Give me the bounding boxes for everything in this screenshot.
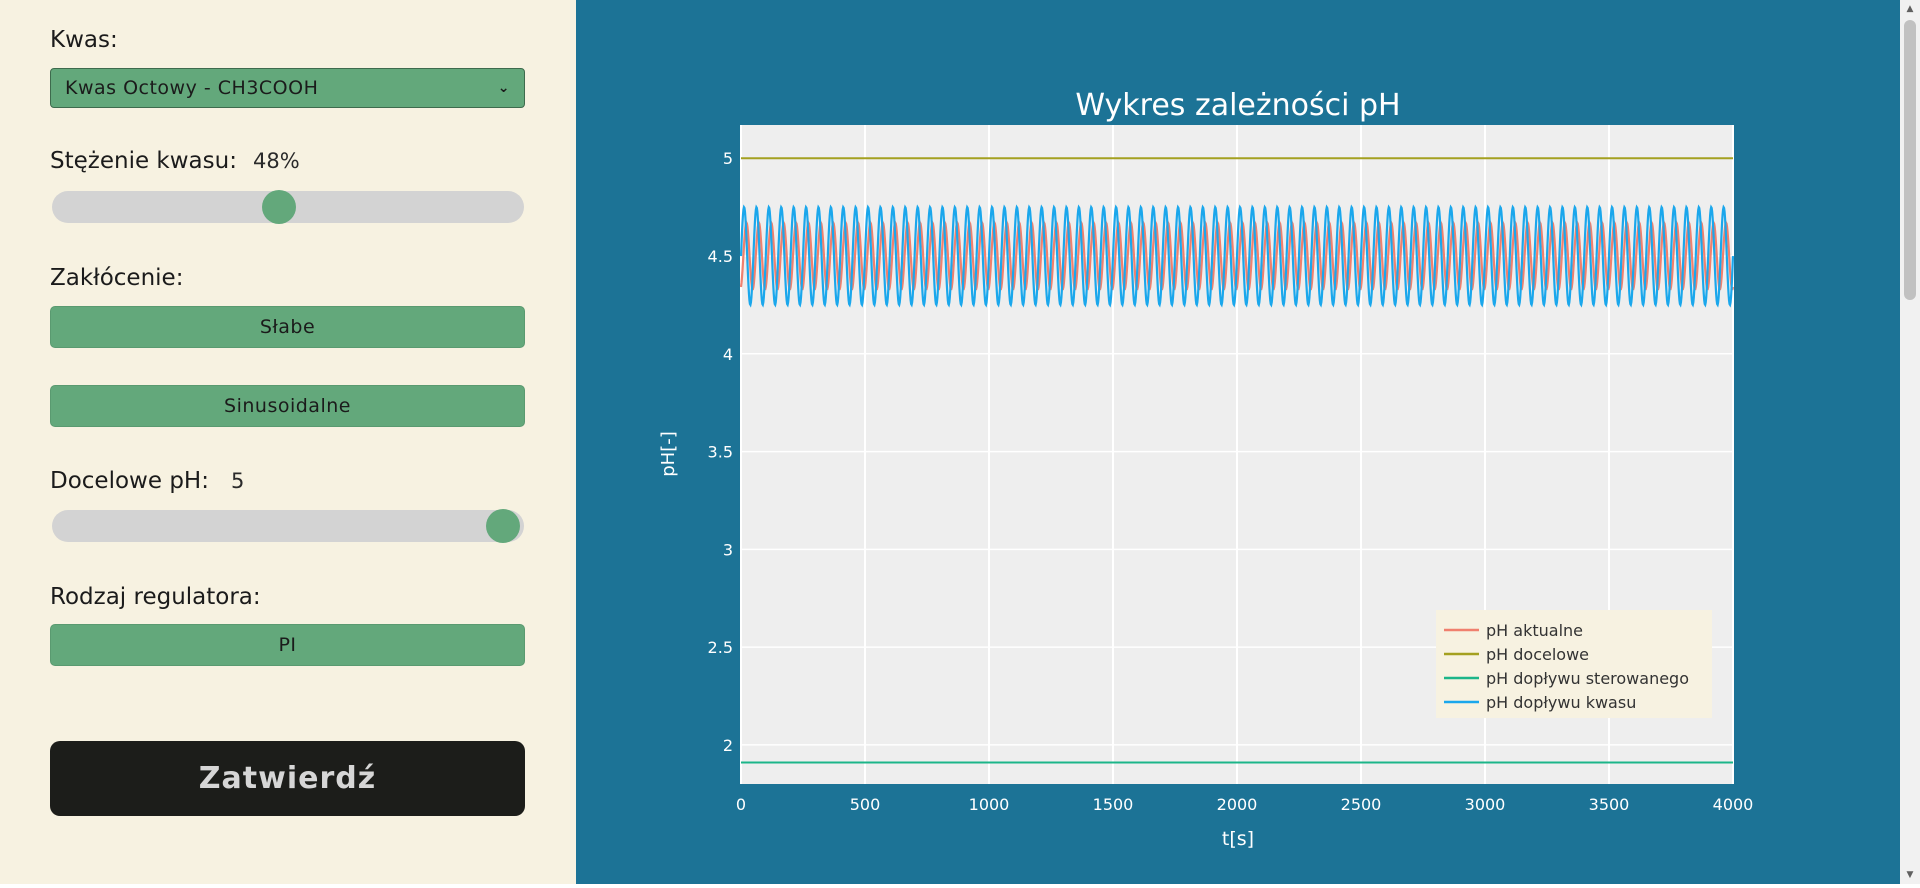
legend-label: pH dopływu sterowanego bbox=[1486, 669, 1689, 688]
scrollbar-thumb[interactable] bbox=[1904, 20, 1916, 300]
ph-chart: Wykres zależności pH 0 500 1000 1500 2000 250… bbox=[658, 88, 1754, 850]
x-tick-label: 1000 bbox=[969, 795, 1010, 814]
legend-label: pH dopływu kwasu bbox=[1486, 693, 1636, 712]
y-tick-label: 4 bbox=[723, 345, 733, 364]
series-lines bbox=[739, 157, 1735, 764]
y-tick-label: 4.5 bbox=[708, 247, 733, 266]
acid-select-value: Kwas Octowy - CH3COOH bbox=[65, 77, 319, 99]
control-panel: Kwas: Kwas Octowy - CH3COOH ⌄ Stężenie k… bbox=[0, 0, 576, 884]
disturbance-label: Zakłócenie: bbox=[50, 265, 184, 291]
legend-label: pH docelowe bbox=[1486, 645, 1589, 664]
concentration-slider-thumb[interactable] bbox=[262, 190, 297, 224]
acid-label: Kwas: bbox=[50, 27, 118, 53]
chevron-down-icon: ⌄ bbox=[497, 80, 510, 96]
concentration-slider[interactable] bbox=[52, 190, 524, 224]
submit-button[interactable]: Zatwierdź bbox=[50, 741, 525, 816]
x-tick-label: 500 bbox=[850, 795, 881, 814]
tick-labels: 0 500 1000 1500 2000 2500 3000 3500 4000 2 2.5 3 3.5… bbox=[708, 149, 1754, 814]
legend-label: pH aktualne bbox=[1486, 621, 1583, 640]
target-ph-slider-thumb[interactable] bbox=[486, 509, 520, 543]
x-tick-label: 3000 bbox=[1465, 795, 1506, 814]
series-line-3 bbox=[739, 204, 1735, 308]
target-ph-slider[interactable] bbox=[52, 509, 524, 543]
x-tick-label: 2500 bbox=[1341, 795, 1382, 814]
x-tick-label: 0 bbox=[736, 795, 746, 814]
x-tick-label: 2000 bbox=[1217, 795, 1258, 814]
y-axis-label: pH[-] bbox=[658, 431, 679, 477]
chart-area: Wykres zależności pH 0 500 1000 1500 2000 250… bbox=[576, 0, 1900, 884]
target-ph-value: 5 bbox=[231, 469, 245, 493]
x-axis-label: t[s] bbox=[1222, 828, 1254, 850]
scroll-up-icon[interactable]: ▲ bbox=[1906, 4, 1914, 14]
x-tick-label: 3500 bbox=[1589, 795, 1630, 814]
scroll-down-icon[interactable]: ▼ bbox=[1906, 870, 1914, 880]
scrollbar[interactable]: ▲ ▼ bbox=[1900, 0, 1920, 884]
y-tick-label: 3 bbox=[723, 540, 733, 559]
acid-select[interactable]: Kwas Octowy - CH3COOH ⌄ bbox=[50, 68, 525, 108]
regulator-label: Rodzaj regulatora: bbox=[50, 584, 261, 610]
concentration-label: Stężenie kwasu: bbox=[50, 148, 237, 174]
x-tick-label: 4000 bbox=[1713, 795, 1754, 814]
x-tick-label: 1500 bbox=[1093, 795, 1134, 814]
target-ph-label: Docelowe pH: bbox=[50, 468, 209, 494]
chart-title: Wykres zależności pH bbox=[1075, 88, 1400, 123]
concentration-value: 48% bbox=[253, 149, 300, 173]
y-tick-label: 2.5 bbox=[708, 638, 733, 657]
y-tick-label: 3.5 bbox=[708, 443, 733, 462]
legend-box bbox=[1436, 610, 1712, 718]
y-tick-label: 2 bbox=[723, 736, 733, 755]
y-tick-label: 5 bbox=[723, 149, 733, 168]
regulator-type-button[interactable]: PI bbox=[50, 624, 525, 666]
disturbance-strength-button[interactable]: Słabe bbox=[50, 306, 525, 348]
disturbance-type-button[interactable]: Sinusoidalne bbox=[50, 385, 525, 427]
legend: pH aktualne pH docelowe pH dopływu sterowa… bbox=[1436, 610, 1712, 718]
